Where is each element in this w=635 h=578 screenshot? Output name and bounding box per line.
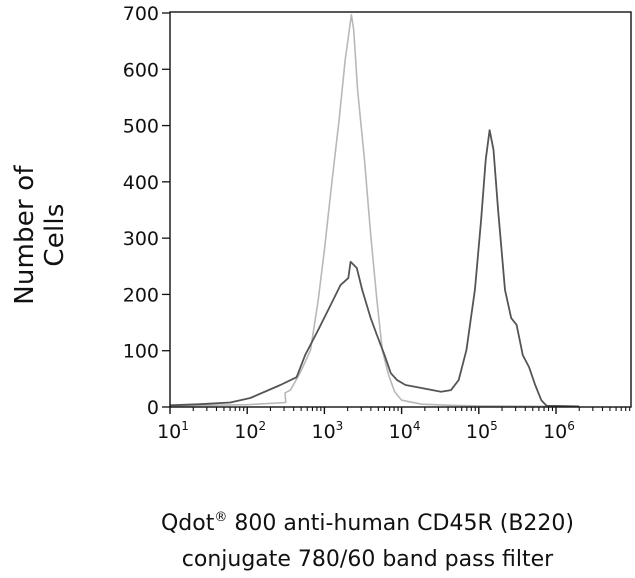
x-tick-label: 105 [466, 419, 498, 443]
y-tick-label: 500 [123, 116, 159, 138]
registered-mark: ® [214, 510, 228, 525]
x-tick-label: 101 [157, 419, 189, 443]
x-axis-ticks: 101 102 103 104 105 106 [157, 407, 631, 443]
y-axis-label: Number of Cells [10, 165, 70, 305]
x-axis-label-line-1: Qdot® 800 anti-human CD45R (B220) [100, 500, 635, 542]
y-tick-label: 100 [123, 341, 159, 363]
stained-histogram-line [169, 129, 580, 408]
x-tick-label: 104 [389, 419, 421, 443]
y-tick-label: 0 [147, 397, 159, 419]
control-histogram-line [169, 13, 557, 408]
x-tick-label: 102 [234, 419, 266, 443]
y-tick-label: 200 [123, 284, 159, 306]
x-tick-label: 106 [543, 419, 575, 443]
x-axis-label-line-2: conjugate 780/60 band pass filter [181, 547, 554, 572]
plot-frame [169, 11, 632, 408]
x-axis-label-text: 800 anti-human CD45R (B220) [227, 511, 574, 536]
y-tick-label: 400 [123, 172, 159, 194]
y-tick-label: 700 [123, 3, 159, 25]
y-axis-ticks: 0 100 200 300 400 500 600 700 [123, 3, 170, 419]
y-tick-label: 600 [123, 59, 159, 81]
x-axis-label: Qdot® 800 anti-human CD45R (B220) conjug… [100, 500, 635, 578]
x-axis-label-text: Qdot [160, 511, 215, 536]
y-tick-label: 300 [123, 228, 159, 250]
histogram-curves [169, 13, 580, 408]
x-tick-label: 103 [311, 419, 343, 443]
